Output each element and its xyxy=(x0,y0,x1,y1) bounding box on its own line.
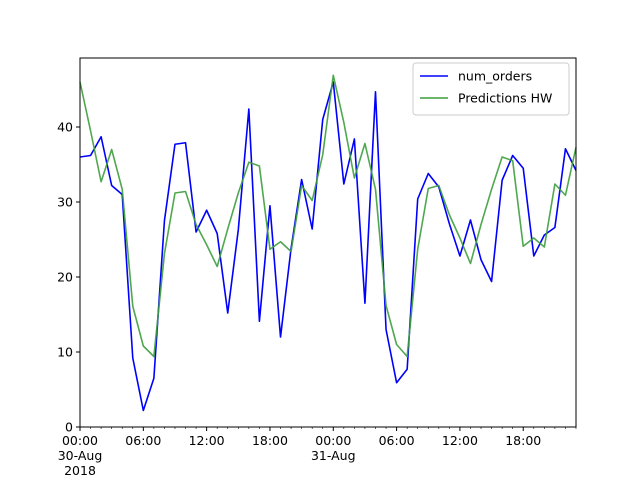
y-axis: 0 10 20 30 40 xyxy=(57,120,80,435)
y-tick-label: 40 xyxy=(57,120,73,135)
x-tick-label: 18:00 xyxy=(252,433,288,448)
x-tick-label: 30-Aug xyxy=(58,448,103,463)
y-tick-label: 30 xyxy=(57,195,73,210)
plot-lines xyxy=(79,74,577,412)
legend-label-num-orders: num_orders xyxy=(458,69,532,84)
x-tick-label: 06:00 xyxy=(379,433,415,448)
x-tick-label: 2018 xyxy=(64,463,96,478)
legend-label-predictions-hw: Predictions HW xyxy=(458,91,552,106)
x-tick-label: 31-Aug xyxy=(311,448,356,463)
x-tick-label: 12:00 xyxy=(442,433,478,448)
series-line-num-orders xyxy=(79,81,577,412)
y-tick-label: 10 xyxy=(57,345,73,360)
legend: num_orders Predictions HW xyxy=(412,62,570,116)
y-tick-label: 20 xyxy=(57,270,73,285)
series-line-predictions-hw xyxy=(79,74,577,358)
x-tick-label: 00:00 xyxy=(62,433,98,448)
y-tick-label: 0 xyxy=(65,420,73,435)
x-tick-label: 06:00 xyxy=(125,433,161,448)
x-tick-label: 00:00 xyxy=(315,433,351,448)
plot-area-frame xyxy=(79,57,577,428)
legend-box xyxy=(412,62,570,116)
x-tick-label: 18:00 xyxy=(505,433,541,448)
x-tick-label: 12:00 xyxy=(189,433,225,448)
